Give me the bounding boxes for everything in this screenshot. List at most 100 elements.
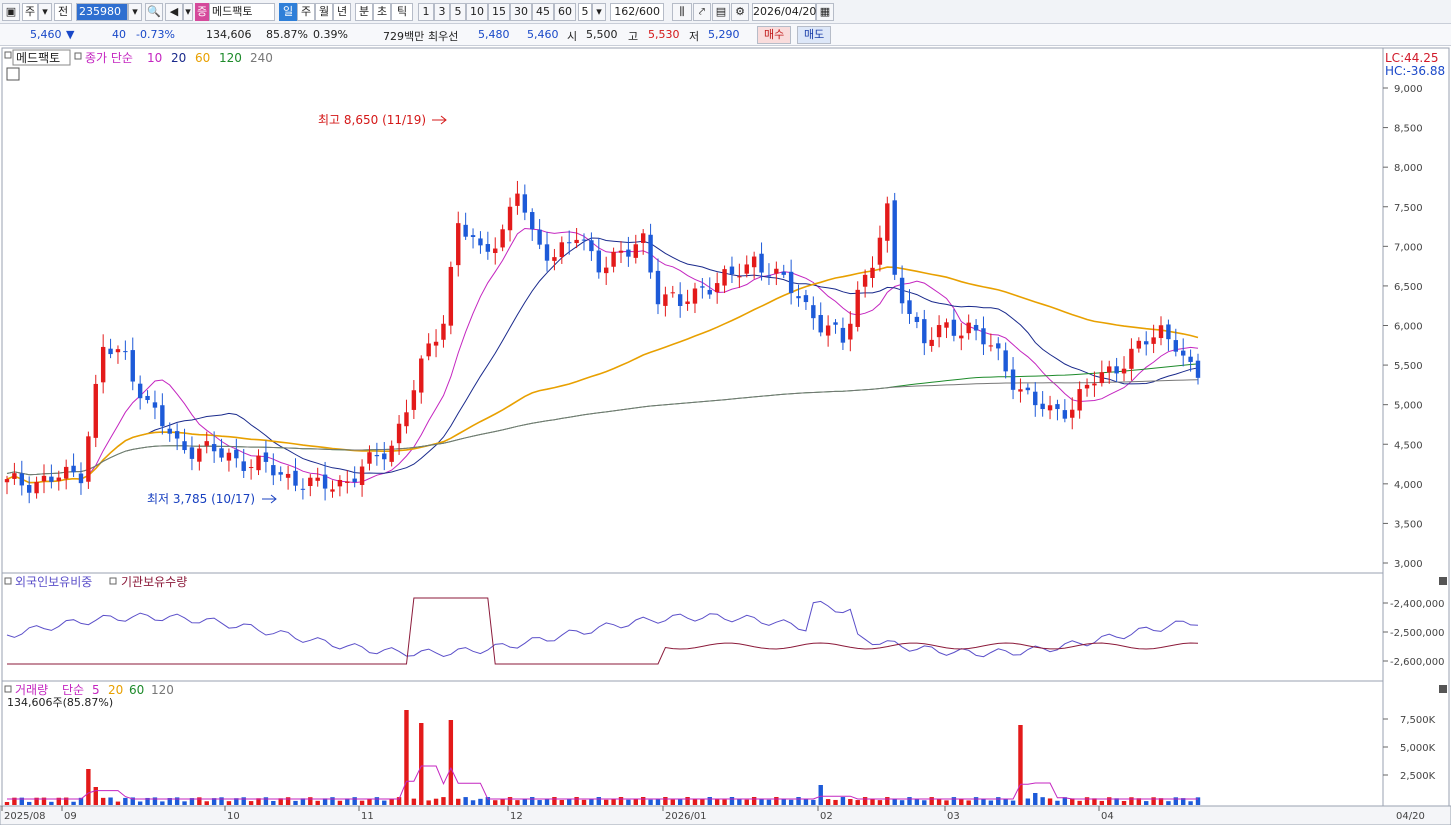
candle-body <box>345 481 350 483</box>
interval-5[interactable]: 5 <box>450 3 466 21</box>
price-panel[interactable] <box>1 47 1384 574</box>
candle-body <box>263 452 269 462</box>
candle-body <box>12 473 17 479</box>
volume-bar <box>1195 797 1201 805</box>
speaker-icon[interactable]: ◀ <box>165 3 183 21</box>
candle-body <box>285 473 291 478</box>
market-select[interactable]: 주 <box>22 3 38 21</box>
candle-body <box>278 472 283 475</box>
chart-toolbar: ▣ 주 ▾ 전 235980 ▾ 🔍 ◀ ▾ 증 메드팩토 일 주 월 년 분 … <box>0 0 1451 24</box>
candle-type-icon[interactable]: ⫼ <box>672 3 692 21</box>
stock-code-input[interactable]: 235980 <box>76 3 128 21</box>
volume-bar <box>537 800 542 805</box>
x-tick-label: 2026/01 <box>665 811 707 822</box>
date-input[interactable]: 2026/04/20 <box>752 3 816 21</box>
interval-3[interactable]: 3 <box>434 3 450 21</box>
code-dropdown-icon[interactable]: ▾ <box>128 3 142 21</box>
x-end-label: 04/20 <box>1396 811 1425 822</box>
candle-body <box>152 402 158 408</box>
candle-body <box>855 289 860 327</box>
chevron-down-icon[interactable]: ▾ <box>38 3 52 21</box>
holding-panel[interactable] <box>1 572 1384 682</box>
volume-bar <box>1188 801 1193 805</box>
volume-bar <box>448 720 454 805</box>
period-day[interactable]: 일 <box>279 3 297 21</box>
interval-15[interactable]: 15 <box>488 3 510 21</box>
search-icon[interactable]: 🔍 <box>145 3 163 21</box>
candle-body <box>663 294 668 306</box>
volume-bar <box>234 798 239 805</box>
volume-bar <box>951 797 957 805</box>
price-tick-label: 3,500 <box>1394 519 1423 530</box>
volume-ma-60: 60 <box>129 683 144 697</box>
volume-bar <box>330 797 335 805</box>
volume-bar <box>507 797 513 805</box>
interval-10[interactable]: 10 <box>466 3 488 21</box>
panel-close-icon[interactable] <box>1439 685 1447 693</box>
line-tool-icon[interactable]: ⤤ <box>693 3 711 21</box>
candle-body <box>677 294 683 306</box>
period-month[interactable]: 월 <box>315 3 333 21</box>
chevron-down-icon[interactable]: ▾ <box>592 3 606 21</box>
candle-body <box>137 383 143 399</box>
volume-bar <box>663 797 668 805</box>
candle-body <box>892 200 897 275</box>
candle-body <box>26 485 32 493</box>
candle-body <box>966 322 971 334</box>
candle-body <box>1188 356 1193 362</box>
buy-button[interactable]: 매수 <box>757 26 792 44</box>
period-week[interactable]: 주 <box>297 3 315 21</box>
current-price: 5,460 <box>30 28 62 41</box>
volume-bar <box>737 799 742 805</box>
prev-button[interactable]: 전 <box>54 3 72 21</box>
candle-body <box>537 229 542 245</box>
volume-bar <box>456 798 461 805</box>
ma-legend-10: 10 <box>147 51 162 65</box>
interval-45[interactable]: 45 <box>532 3 554 21</box>
candle-body <box>729 266 735 275</box>
candle-body <box>1144 341 1149 345</box>
candle-body <box>100 346 106 383</box>
window-icon[interactable]: ▣ <box>2 3 20 21</box>
stock-badge: 증 <box>195 3 209 21</box>
candle-body <box>1077 389 1082 411</box>
panel-close-icon[interactable] <box>1439 577 1447 585</box>
calendar-icon[interactable]: ▦ <box>816 3 834 21</box>
price-tick-label: 4,500 <box>1394 440 1423 451</box>
down-arrow-icon: ▼ <box>66 28 75 41</box>
sell-button[interactable]: 매도 <box>797 26 832 44</box>
period-second[interactable]: 초 <box>373 3 391 21</box>
interval-input[interactable]: 5 <box>578 3 592 21</box>
interval-30[interactable]: 30 <box>510 3 532 21</box>
candle-body <box>1151 337 1156 344</box>
volume-bar <box>470 800 476 805</box>
volume-bar <box>788 799 794 805</box>
volume-bar <box>108 797 113 805</box>
candle-body <box>478 238 483 246</box>
candle-body <box>160 405 165 427</box>
period-minute[interactable]: 분 <box>355 3 373 21</box>
candle-body <box>456 223 461 266</box>
price-tick-label: 9,000 <box>1394 84 1423 95</box>
period-tick[interactable]: 틱 <box>391 3 413 21</box>
candle-body <box>899 277 905 304</box>
interval-1[interactable]: 1 <box>418 3 434 21</box>
candle-body <box>722 269 727 286</box>
gear-icon[interactable]: ⚙ <box>731 3 749 21</box>
volume-bar <box>478 798 483 805</box>
candle-body <box>1129 348 1134 369</box>
volume-panel[interactable] <box>1 680 1384 807</box>
save-icon[interactable]: ▤ <box>712 3 730 21</box>
chevron-down-icon[interactable]: ▾ <box>183 3 193 21</box>
volume-bar <box>485 797 491 805</box>
interval-60[interactable]: 60 <box>554 3 576 21</box>
table-icon[interactable] <box>6 67 20 81</box>
stock-name[interactable]: 메드팩토 <box>209 3 275 21</box>
data-count[interactable]: 162/600 <box>610 3 664 21</box>
candle-body <box>182 441 187 451</box>
price-tick-label: 8,500 <box>1394 124 1423 135</box>
period-year[interactable]: 년 <box>333 3 351 21</box>
volume-bar <box>515 800 520 805</box>
candle-body <box>115 349 121 353</box>
